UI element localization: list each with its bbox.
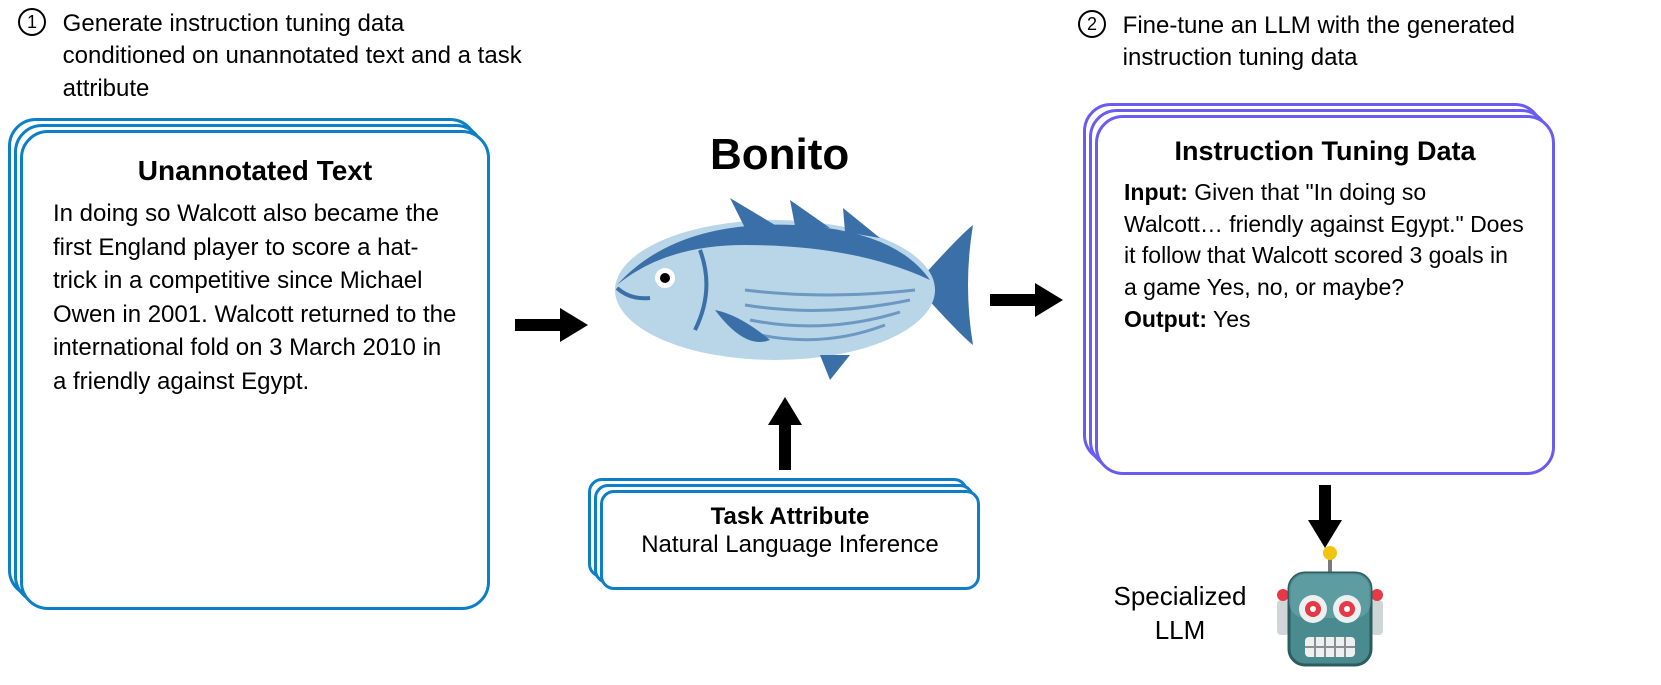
- bonito-title: Bonito: [710, 130, 849, 180]
- llm-text: SpecializedLLM: [1114, 581, 1247, 645]
- unannotated-body: In doing so Walcott also became the firs…: [53, 197, 457, 399]
- task-title: Task Attribute: [625, 503, 955, 531]
- arrow-task-to-bonito: [760, 395, 810, 480]
- unannotated-card-stack: Unannotated Text In doing so Walcott als…: [20, 130, 490, 610]
- arrow-to-output: [985, 275, 1065, 330]
- input-label: Input:: [1124, 179, 1188, 205]
- llm-label: SpecializedLLM: [1100, 580, 1260, 648]
- task-card: Task Attribute Natural Language Inferenc…: [600, 490, 980, 590]
- output-label: Output:: [1124, 306, 1207, 332]
- step1-num: 1: [18, 8, 46, 36]
- step1-label: 1 Generate instruction tuning data condi…: [18, 8, 538, 105]
- unannotated-title: Unannotated Text: [53, 155, 457, 187]
- step2-label: 2 Fine-tune an LLM with the generated in…: [1078, 10, 1618, 75]
- output-text: Yes: [1207, 306, 1251, 332]
- instruction-title: Instruction Tuning Data: [1124, 136, 1526, 167]
- unannotated-card: Unannotated Text In doing so Walcott als…: [20, 130, 490, 610]
- task-body: Natural Language Inference: [625, 531, 955, 559]
- arrow-to-llm: [1300, 480, 1350, 555]
- arrow-to-bonito: [510, 300, 590, 355]
- instruction-card: Instruction Tuning Data Input: Given tha…: [1095, 115, 1555, 475]
- step1-text: Generate instruction tuning data conditi…: [63, 8, 523, 105]
- task-card-stack: Task Attribute Natural Language Inferenc…: [600, 490, 980, 590]
- step2-num: 2: [1078, 10, 1106, 38]
- step2-text: Fine-tune an LLM with the generated inst…: [1123, 10, 1603, 75]
- bonito-fish-icon: [595, 190, 975, 395]
- instruction-card-stack: Instruction Tuning Data Input: Given tha…: [1095, 115, 1555, 475]
- robot-icon: [1275, 545, 1385, 680]
